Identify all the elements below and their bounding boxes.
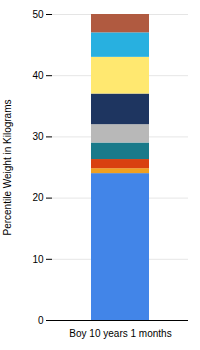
svg-text:40: 40	[32, 70, 44, 81]
svg-text:Percentile Weight in Kilograms: Percentile Weight in Kilograms	[2, 100, 13, 236]
svg-text:50: 50	[32, 9, 44, 20]
svg-text:Boy 10 years 1 months: Boy 10 years 1 months	[69, 328, 171, 339]
svg-text:20: 20	[32, 192, 44, 203]
svg-text:0: 0	[38, 315, 44, 326]
svg-text:10: 10	[32, 253, 44, 264]
svg-text:30: 30	[32, 131, 44, 142]
